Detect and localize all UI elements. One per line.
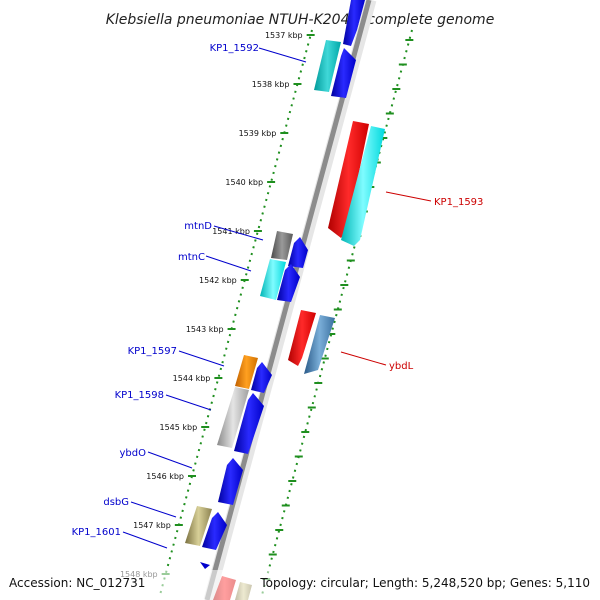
gene-g2-a[interactable] [328, 121, 369, 238]
gene-label-g6[interactable]: KP1_1597 [128, 346, 177, 357]
gene-label-g9[interactable]: dsbG [103, 497, 129, 508]
gene-g5[interactable] [304, 315, 335, 374]
gene-g10-arrow[interactable] [200, 562, 210, 569]
tick-label: 1543 kbp [186, 325, 224, 334]
tick-label: 1538 kbp [252, 80, 290, 89]
gene-label-g3[interactable]: mtnD [184, 221, 212, 232]
label-leaders [122, 47, 432, 549]
gene-label-g7[interactable]: KP1_1598 [115, 390, 164, 401]
gene-label-g1[interactable]: KP1_1592 [210, 43, 259, 54]
tick-label: 1541 kbp [212, 227, 250, 236]
tick-label: 1545 kbp [159, 423, 197, 432]
gene-label-g4[interactable]: mtnC [178, 252, 205, 263]
gene-g7-b[interactable] [234, 393, 264, 454]
tick-label: 1539 kbp [239, 129, 277, 138]
footer-backdrop [0, 570, 600, 600]
gene-label-g5[interactable]: ybdL [389, 361, 414, 372]
accession-label: Accession: NC_012731 [9, 576, 145, 590]
genes-track [185, 0, 385, 600]
gene-g1-support[interactable] [314, 40, 341, 92]
topology-label: Topology: circular; Length: 5,248,520 bp… [259, 576, 590, 590]
gene-g7[interactable] [217, 387, 249, 448]
gene-g10[interactable] [202, 512, 227, 550]
gene-g6-b[interactable] [251, 362, 272, 393]
gene-g4[interactable] [260, 259, 286, 300]
gene-g8[interactable] [218, 458, 243, 505]
tick-label: 1540 kbp [225, 178, 263, 187]
tick-label: 1546 kbp [146, 472, 184, 481]
gene-labels: KP1_1592 KP1_1593 mtnD mtnC ybdL KP1_159… [72, 43, 484, 538]
tick-label: 1544 kbp [173, 374, 211, 383]
tick-label: 1537 kbp [265, 31, 303, 40]
gene-g3[interactable] [271, 231, 293, 260]
tick-marks: 1537 kbp 1538 kbp 1539 kbp 1540 kbp 1541 kbp… [120, 31, 414, 580]
gene-g5-a[interactable] [288, 310, 316, 366]
gene-g6[interactable] [235, 355, 258, 389]
gene-label-g8[interactable]: ybdO [120, 448, 147, 459]
gene-g4-b[interactable] [277, 264, 300, 302]
gene-g3-b[interactable] [288, 237, 308, 268]
gene-label-g10[interactable]: KP1_1601 [72, 527, 121, 538]
tick-label: 1547 kbp [133, 521, 171, 530]
map-title: Klebsiella pneumoniae NTUH-K2044, comple… [106, 12, 495, 28]
gene-label-g2[interactable]: KP1_1593 [434, 197, 483, 208]
tick-label: 1542 kbp [199, 276, 237, 285]
gene-g1[interactable] [331, 48, 356, 98]
gene-g0[interactable] [343, 0, 365, 46]
gene-g2[interactable] [341, 126, 385, 246]
gene-g9[interactable] [185, 506, 212, 546]
